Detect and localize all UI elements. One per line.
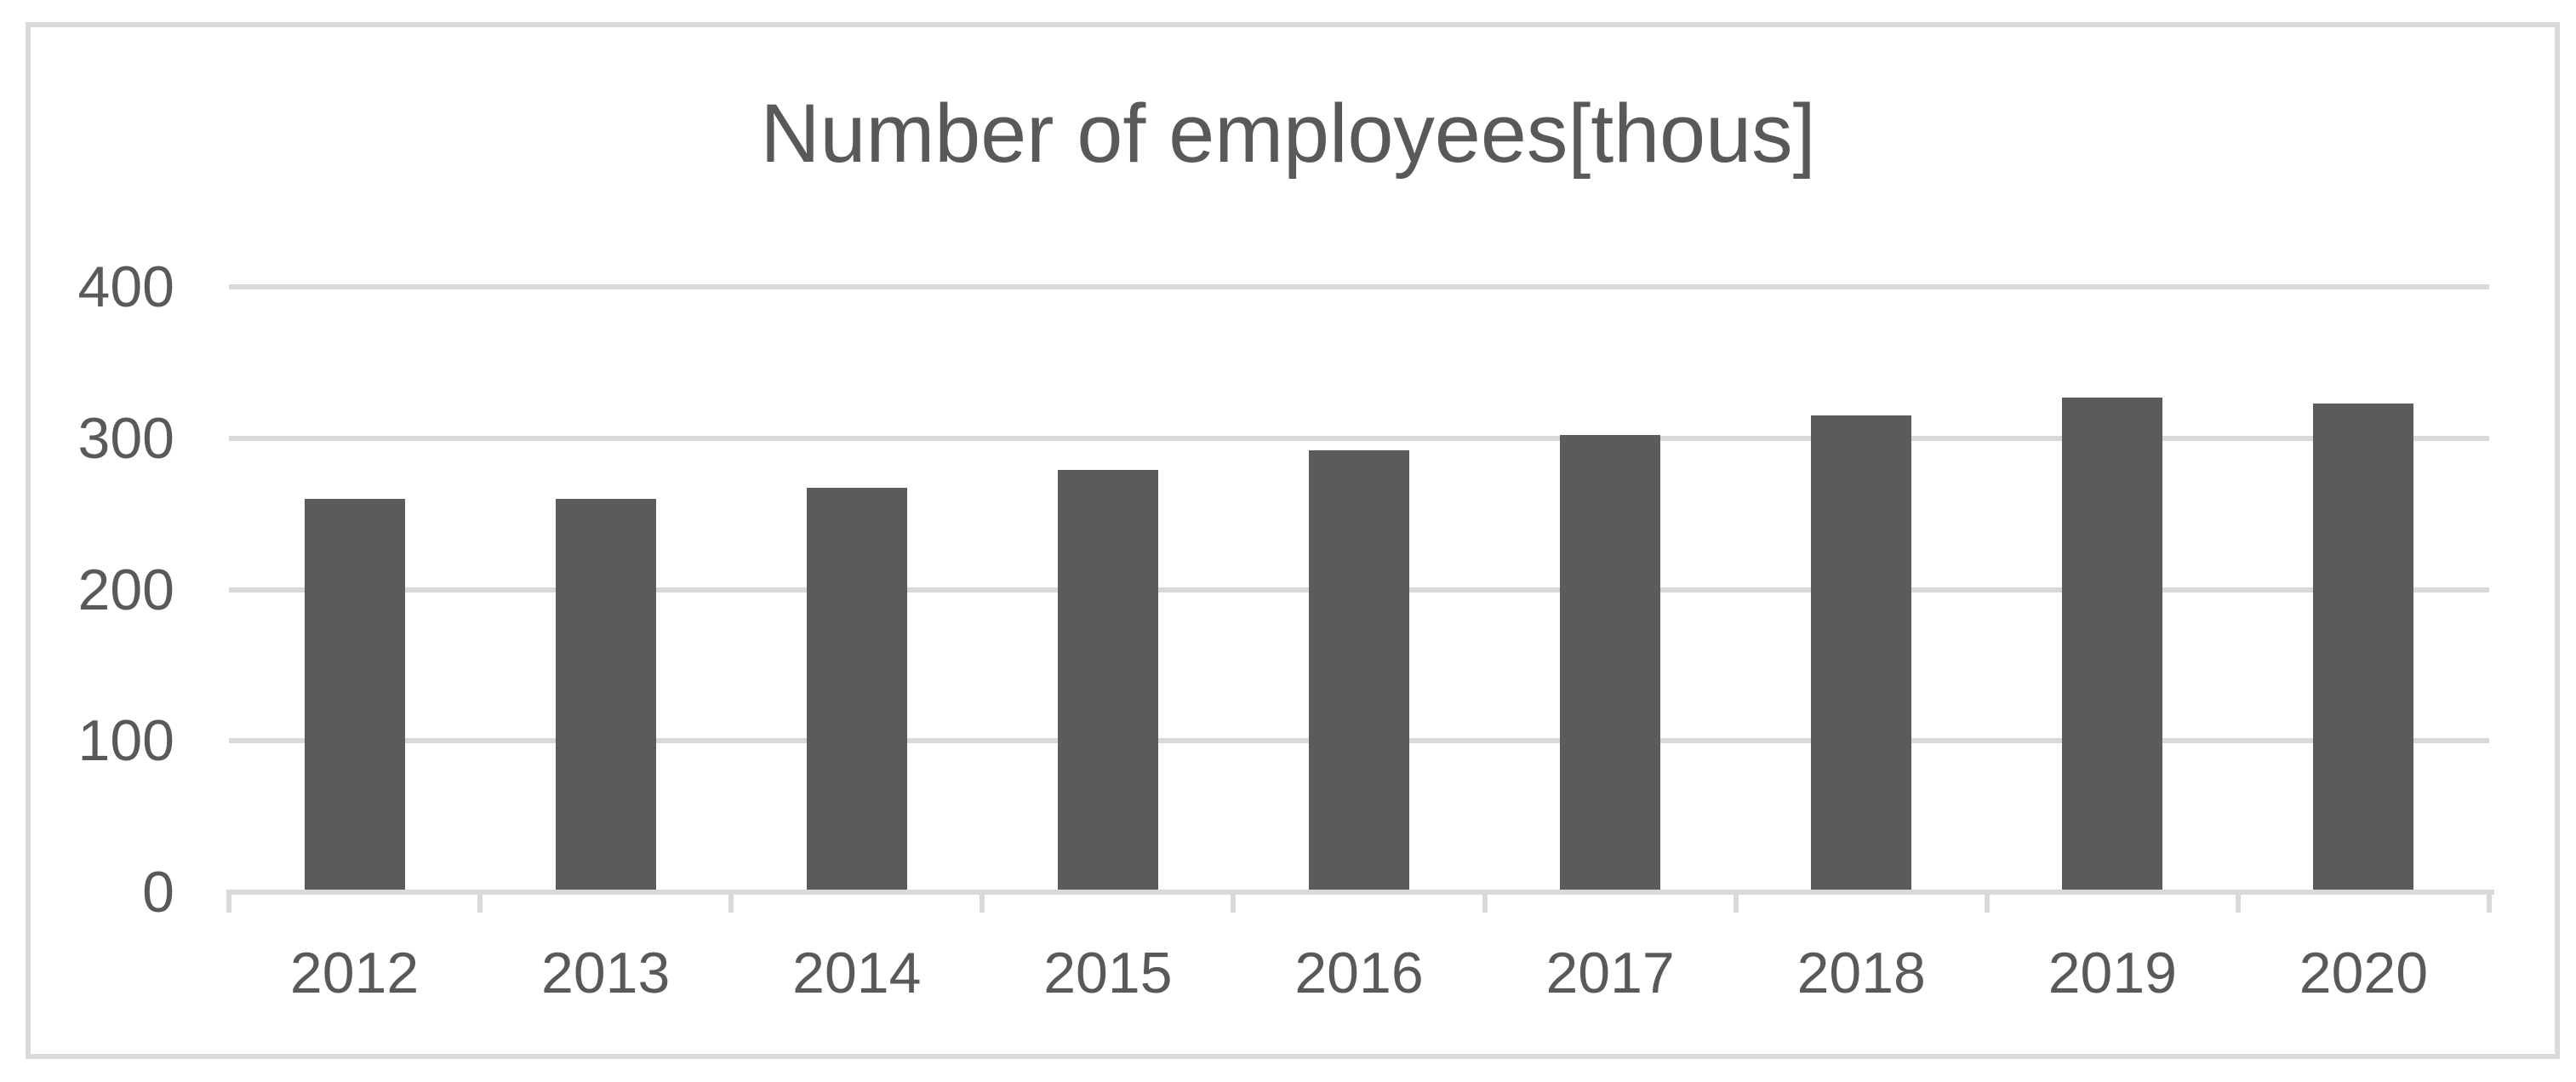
x-tick-label-2017: 2017 <box>1545 941 1675 1005</box>
bar-2019 <box>2062 397 2163 892</box>
gridline-400 <box>229 284 2489 289</box>
x-axis-tick-mark <box>980 890 985 913</box>
x-tick-label-2019: 2019 <box>2048 941 2177 1005</box>
bar-2013 <box>555 498 656 892</box>
bar-2012 <box>304 498 405 892</box>
x-axis-tick-mark <box>2487 890 2492 913</box>
x-axis-tick-mark <box>2235 890 2241 913</box>
chart-title: Number of employees[thous] <box>760 87 1816 180</box>
x-axis-tick-mark <box>1733 890 1739 913</box>
gridline-300 <box>229 435 2489 441</box>
x-tick-label-2020: 2020 <box>2299 941 2429 1005</box>
bar-2014 <box>806 488 907 892</box>
x-axis-line <box>229 890 2494 895</box>
bar-2016 <box>1309 449 1409 892</box>
x-tick-label-2015: 2015 <box>1043 941 1173 1005</box>
x-tick-label-2014: 2014 <box>792 941 922 1005</box>
x-axis-tick-mark <box>226 890 231 913</box>
x-axis-tick-mark <box>1482 890 1488 913</box>
x-axis-tick-mark <box>1231 890 1237 913</box>
y-tick-label-400: 400 <box>77 255 174 319</box>
y-tick-label-200: 200 <box>77 557 174 622</box>
x-tick-label-2018: 2018 <box>1796 941 1926 1005</box>
x-axis-tick-mark <box>728 890 734 913</box>
x-axis-tick-mark <box>1984 890 1990 913</box>
x-tick-label-2012: 2012 <box>289 941 420 1005</box>
bar-2015 <box>1057 470 1158 892</box>
x-tick-label-2013: 2013 <box>541 941 671 1005</box>
y-tick-label-0: 0 <box>142 860 174 925</box>
y-tick-label-100: 100 <box>77 708 174 774</box>
bar-2017 <box>1560 435 1661 892</box>
bar-2018 <box>1811 415 1912 892</box>
x-tick-label-2016: 2016 <box>1294 941 1424 1005</box>
y-tick-label-300: 300 <box>77 405 174 471</box>
bar-2020 <box>2313 403 2414 892</box>
x-axis-tick-mark <box>477 890 483 913</box>
